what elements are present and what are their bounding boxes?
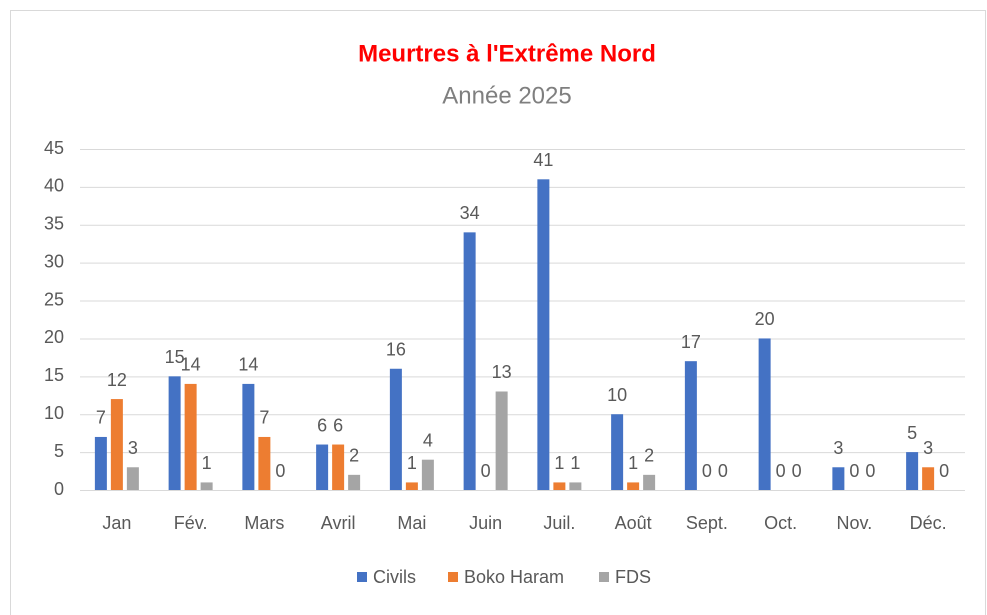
- bar: [126, 467, 139, 490]
- bar: [348, 474, 361, 490]
- bar: [684, 361, 697, 490]
- bar: [332, 444, 345, 490]
- bar: [537, 179, 550, 491]
- data-label: 0: [849, 461, 859, 481]
- data-label: 13: [492, 362, 512, 382]
- data-label: 0: [792, 461, 802, 481]
- legend-swatch: [599, 572, 609, 582]
- x-tick-label: Mai: [397, 513, 426, 533]
- data-label: 3: [923, 438, 933, 458]
- data-label: 3: [833, 438, 843, 458]
- data-label: 0: [776, 461, 786, 481]
- legend-label: Civils: [373, 567, 416, 587]
- x-tick-label: Jan: [102, 513, 131, 533]
- data-label: 20: [755, 309, 775, 329]
- y-tick-label: 10: [44, 403, 64, 423]
- y-tick-label: 20: [44, 327, 64, 347]
- data-label: 0: [865, 461, 875, 481]
- data-label: 34: [460, 203, 480, 223]
- data-label: 7: [96, 408, 106, 428]
- y-tick-label: 5: [54, 441, 64, 461]
- x-tick-label: Mars: [244, 513, 284, 533]
- data-label: 2: [644, 446, 654, 466]
- x-tick-label: Juin: [469, 513, 502, 533]
- chart-frame: [10, 10, 986, 615]
- x-tick-label: Sept.: [686, 513, 728, 533]
- bar: [627, 482, 640, 490]
- x-tick-label: Avril: [321, 513, 356, 533]
- data-label: 41: [533, 150, 553, 170]
- bar: [906, 452, 919, 490]
- bar: [463, 232, 476, 490]
- y-tick-label: 15: [44, 365, 64, 385]
- x-tick-label: Juil.: [543, 513, 575, 533]
- bar: [258, 436, 271, 490]
- data-label: 0: [481, 461, 491, 481]
- data-label: 14: [238, 355, 258, 375]
- x-tick-label: Oct.: [764, 513, 797, 533]
- bar: [242, 383, 255, 490]
- y-tick-label: 30: [44, 251, 64, 271]
- bar: [421, 459, 434, 490]
- data-label: 6: [333, 415, 343, 435]
- y-tick-label: 0: [54, 479, 64, 499]
- data-label: 3: [128, 438, 138, 458]
- x-tick-label: Nov.: [837, 513, 873, 533]
- data-label: 12: [107, 370, 127, 390]
- data-label: 16: [386, 340, 406, 360]
- bar: [569, 482, 582, 490]
- legend-swatch: [357, 572, 367, 582]
- bar: [405, 482, 418, 490]
- bar: [200, 482, 213, 490]
- data-label: 0: [718, 461, 728, 481]
- bar: [168, 376, 181, 490]
- data-label: 15: [165, 347, 185, 367]
- data-label: 1: [554, 453, 564, 473]
- legend-label: Boko Haram: [464, 567, 564, 587]
- x-tick-label: Déc.: [910, 513, 947, 533]
- legend-label: FDS: [615, 567, 651, 587]
- bar: [110, 399, 123, 490]
- bar: [758, 338, 771, 490]
- data-label: 4: [423, 430, 433, 450]
- x-tick-label: Août: [615, 513, 652, 533]
- bar: [389, 368, 402, 490]
- legend-swatch: [448, 572, 458, 582]
- y-tick-label: 35: [44, 214, 64, 234]
- bar: [553, 482, 566, 490]
- bar: [643, 474, 656, 490]
- data-label: 0: [702, 461, 712, 481]
- chart-title: Meurtres à l'Extrême Nord: [358, 40, 656, 67]
- chart-subtitle: Année 2025: [442, 82, 571, 109]
- data-label: 6: [317, 415, 327, 435]
- bar: [316, 444, 329, 490]
- data-label: 0: [939, 461, 949, 481]
- bar: [832, 467, 845, 490]
- bar: [495, 391, 508, 490]
- y-tick-label: 40: [44, 176, 64, 196]
- data-label: 1: [407, 453, 417, 473]
- bar: [94, 436, 107, 490]
- data-label: 1: [202, 453, 212, 473]
- data-label: 1: [628, 453, 638, 473]
- data-label: 14: [181, 355, 201, 375]
- data-label: 5: [907, 423, 917, 443]
- y-tick-label: 25: [44, 289, 64, 309]
- data-label: 0: [275, 461, 285, 481]
- data-label: 17: [681, 332, 701, 352]
- data-label: 10: [607, 385, 627, 405]
- data-label: 2: [349, 446, 359, 466]
- bar: [611, 414, 624, 490]
- x-tick-label: Fév.: [174, 513, 208, 533]
- bar: [184, 383, 197, 490]
- data-label: 7: [259, 408, 269, 428]
- data-label: 1: [570, 453, 580, 473]
- y-tick-label: 45: [44, 138, 64, 158]
- bar: [922, 467, 935, 490]
